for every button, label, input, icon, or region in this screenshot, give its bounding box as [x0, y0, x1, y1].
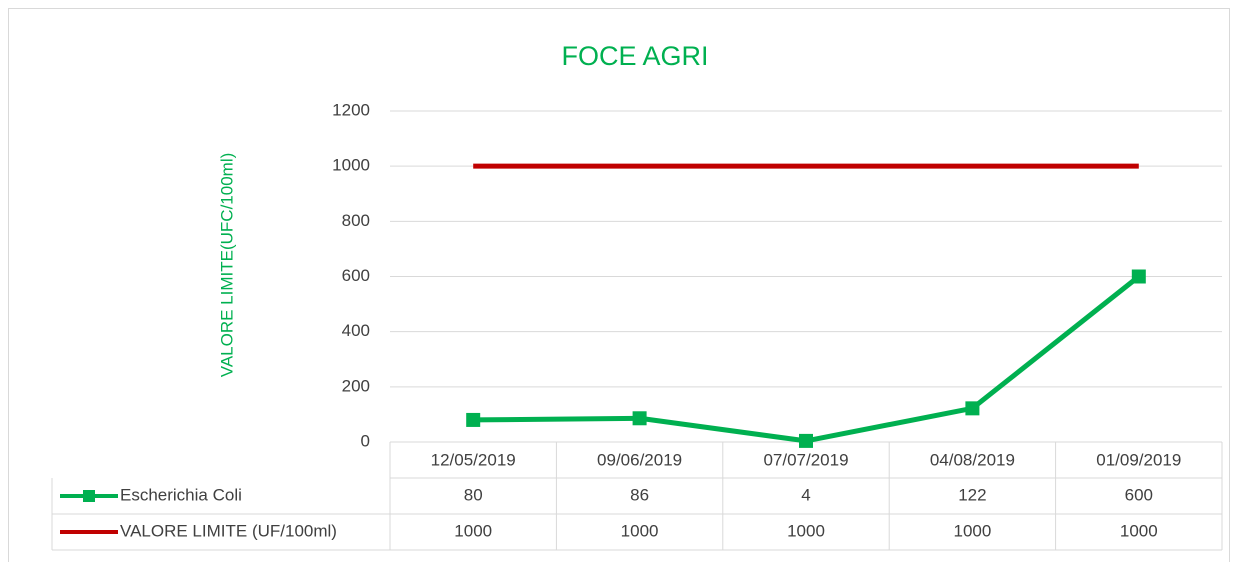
- chart-border: [8, 8, 1230, 562]
- table-value: 600: [1125, 485, 1153, 504]
- legend-label: VALORE LIMITE (UF/100ml): [120, 521, 337, 540]
- x-tick-label: 07/07/2019: [763, 450, 848, 469]
- x-tick-label: 12/05/2019: [431, 450, 516, 469]
- table-value: 1000: [1120, 521, 1158, 540]
- table-value: 86: [630, 485, 649, 504]
- marker: [632, 411, 647, 426]
- chart-title: FOCE AGRI: [561, 41, 708, 71]
- x-tick-label: 01/09/2019: [1096, 450, 1181, 469]
- marker: [799, 433, 813, 448]
- marker: [466, 412, 481, 427]
- table-value: 122: [958, 485, 986, 504]
- y-tick-label: 1200: [332, 100, 370, 119]
- y-tick-label: 600: [342, 266, 370, 285]
- series-line: [473, 274, 1141, 444]
- table-value: 4: [801, 485, 810, 504]
- y-tick-label: 1000: [332, 156, 370, 175]
- legend-label: Escherichia Coli: [120, 485, 242, 504]
- table-value: 80: [464, 485, 483, 504]
- table-value: 1000: [621, 521, 659, 540]
- table-value: 1000: [454, 521, 492, 540]
- y-tick-label: 800: [342, 211, 370, 230]
- legend-marker: [83, 490, 95, 502]
- marker: [1131, 269, 1146, 284]
- x-tick-label: 09/06/2019: [597, 450, 682, 469]
- y-tick-label: 400: [342, 321, 370, 340]
- table-value: 1000: [953, 521, 991, 540]
- x-tick-label: 04/08/2019: [930, 450, 1015, 469]
- y-axis-title: VALORE LIMITE(UFC/100ml): [217, 153, 236, 378]
- marker: [965, 401, 980, 416]
- y-tick-label: 0: [361, 431, 370, 450]
- y-tick-label: 200: [342, 376, 370, 395]
- table-value: 1000: [787, 521, 825, 540]
